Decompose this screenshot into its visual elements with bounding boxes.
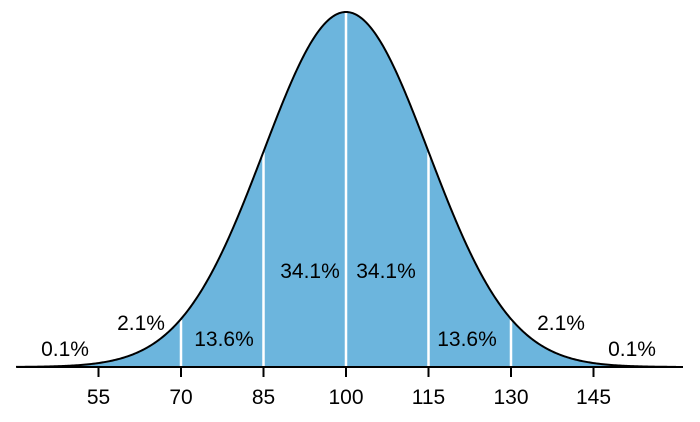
region-percent-label: 34.1% bbox=[356, 260, 416, 283]
label-layer: 0.1% 2.1% 13.6% 34.1% 34.1% 13.6% 2.1% 0.1% bbox=[41, 260, 656, 361]
x-tick-label: 85 bbox=[252, 386, 275, 409]
region-percent-label: 34.1% bbox=[280, 260, 340, 283]
curve-layer bbox=[15, 10, 677, 368]
x-tick-label: 70 bbox=[169, 386, 192, 409]
x-tick-label: 145 bbox=[576, 386, 611, 409]
bell-curve-line bbox=[15, 10, 677, 368]
region-percent-label: 2.1% bbox=[117, 312, 165, 335]
region-percent-label: 0.1% bbox=[41, 338, 89, 361]
divider-layer bbox=[179, 13, 513, 367]
x-tick-label: 55 bbox=[87, 386, 110, 409]
x-tick-label: 130 bbox=[493, 386, 528, 409]
region-percent-label: 2.1% bbox=[537, 312, 585, 335]
x-tick-label: 100 bbox=[328, 386, 363, 409]
region-percent-label: 13.6% bbox=[437, 328, 497, 351]
axis-layer: 55 70 85 100 115 130 145 bbox=[17, 366, 683, 409]
region-percent-label: 0.1% bbox=[608, 338, 656, 361]
region-percent-label: 13.6% bbox=[194, 328, 254, 351]
x-tick-label: 115 bbox=[412, 386, 445, 409]
